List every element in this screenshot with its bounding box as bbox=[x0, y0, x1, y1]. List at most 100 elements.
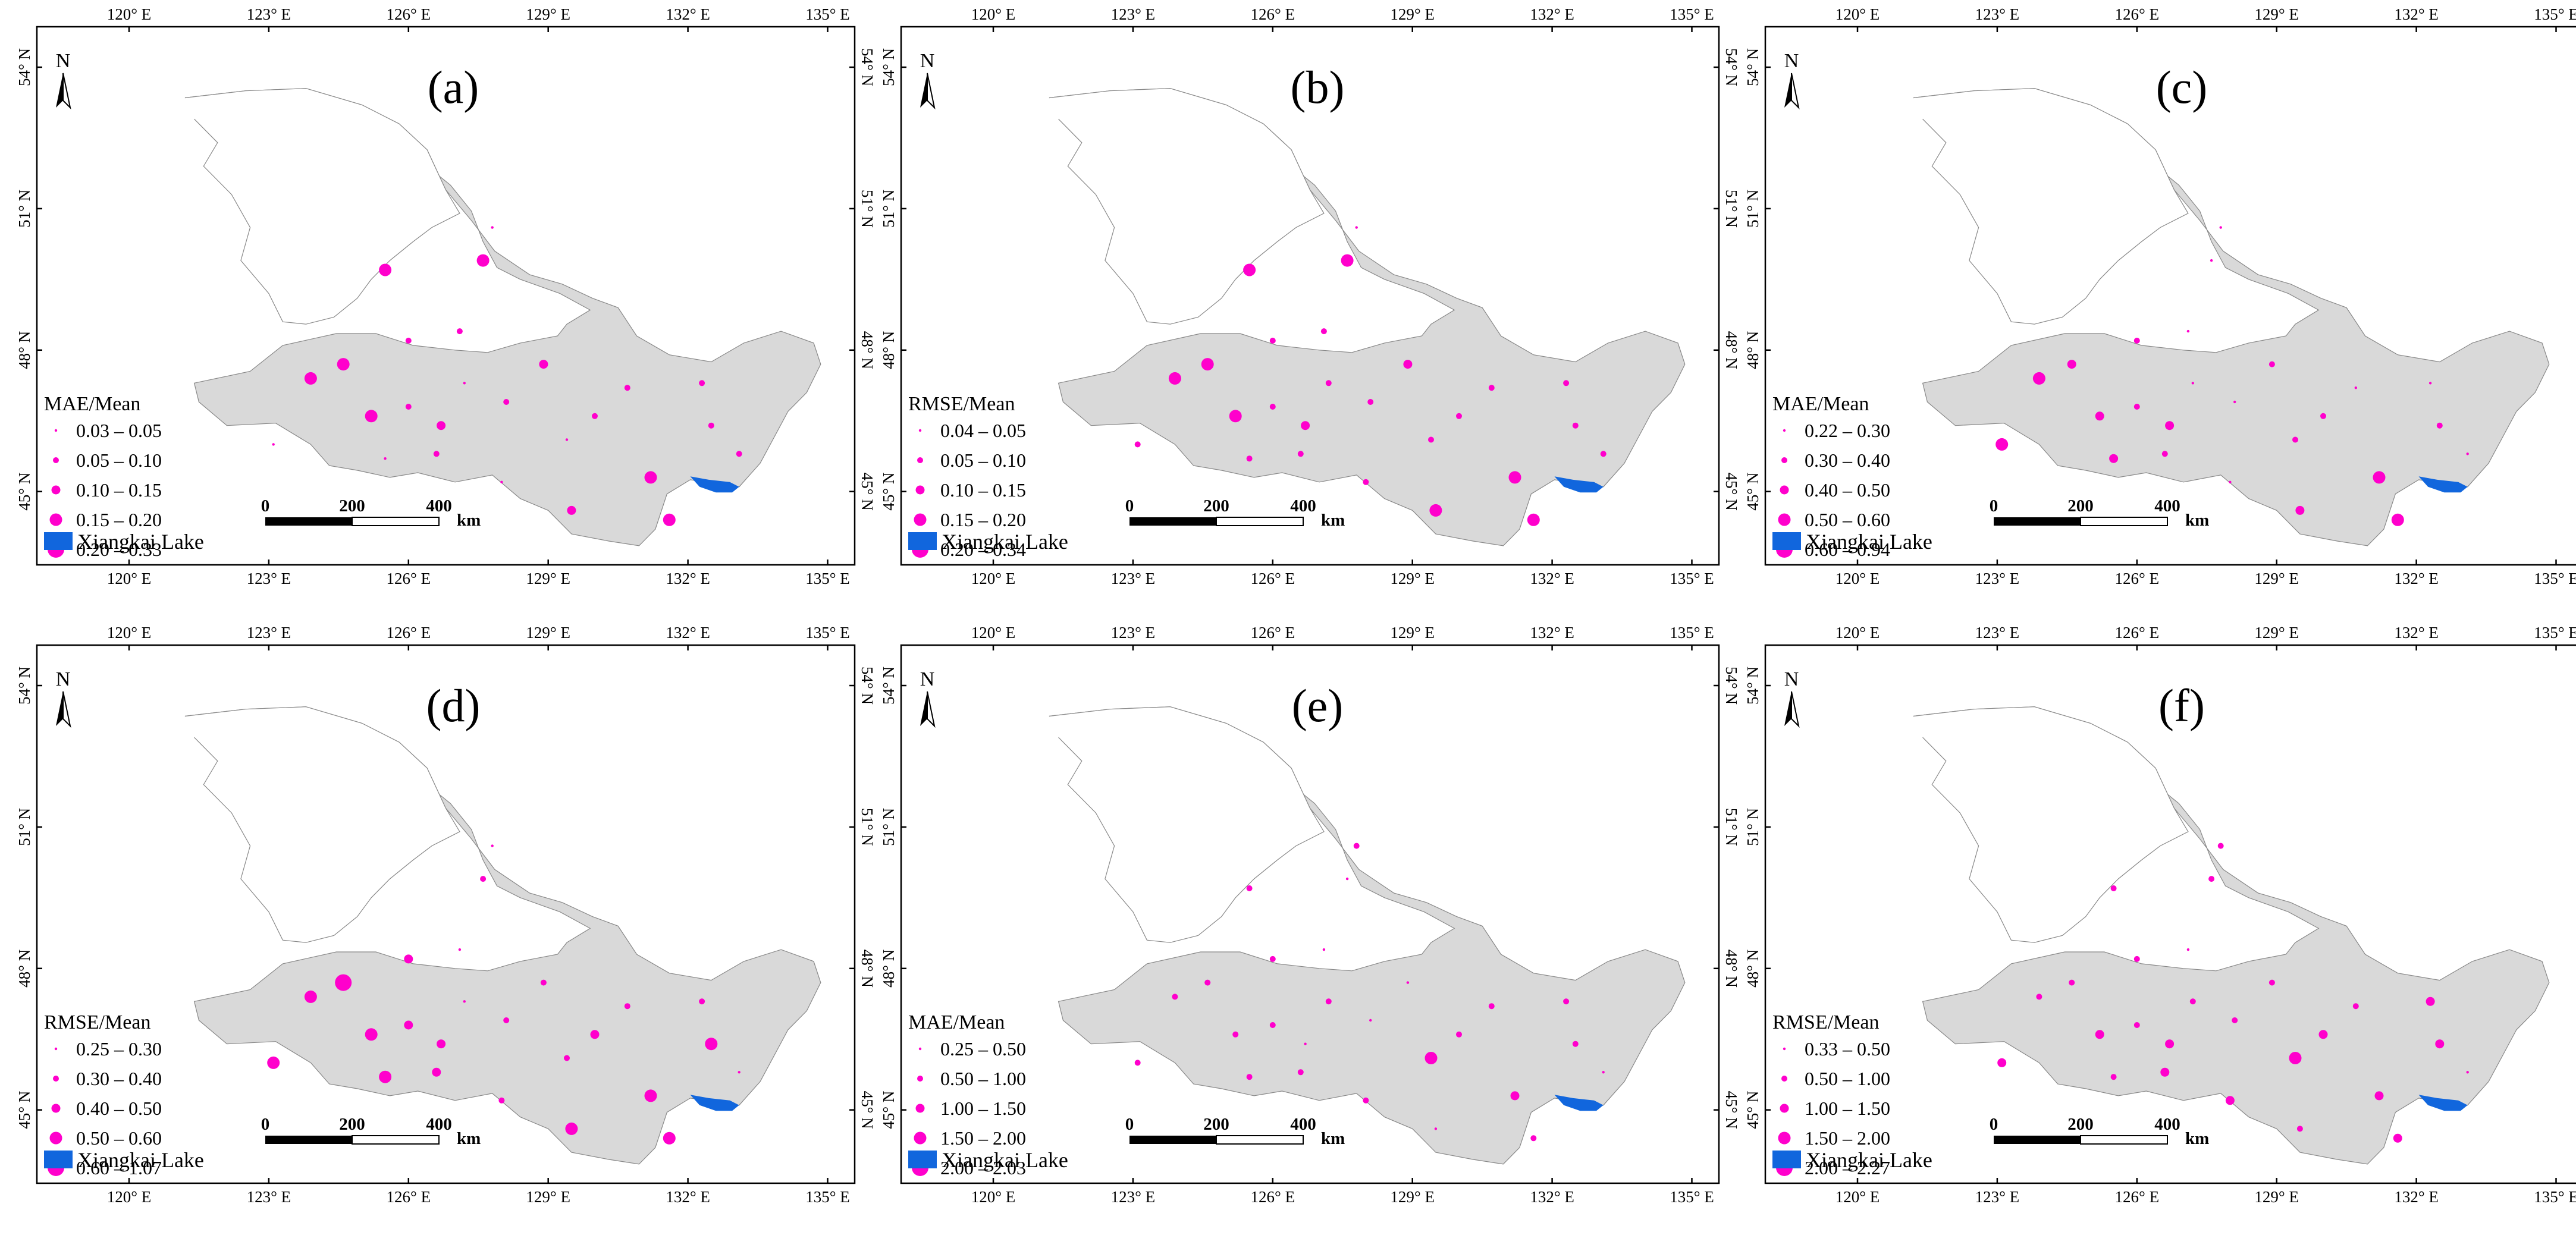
lon-tick-label-bottom: 135° E bbox=[1670, 1188, 1714, 1206]
scale-label: 200 bbox=[339, 1115, 365, 1134]
lon-tick-label-top: 129° E bbox=[526, 5, 570, 23]
station-marker bbox=[708, 422, 714, 429]
north-arrow-icon: N bbox=[920, 50, 936, 110]
lat-tick-label-left: 45° N bbox=[1744, 473, 1762, 511]
lon-tick-label-bottom: 123° E bbox=[1111, 570, 1156, 587]
station-marker bbox=[1456, 1031, 1462, 1038]
station-marker bbox=[1269, 1022, 1276, 1028]
north-unshaded-area bbox=[185, 88, 460, 325]
station-marker bbox=[405, 337, 412, 344]
station-marker bbox=[2186, 948, 2190, 951]
station-marker bbox=[565, 438, 569, 441]
legend-class-label: 0.25 – 0.30 bbox=[76, 1038, 162, 1060]
panel-frame bbox=[900, 644, 1720, 1184]
lat-tick-label-left: 48° N bbox=[15, 331, 33, 369]
lon-tick-label-top: 135° E bbox=[1670, 5, 1714, 23]
legend-class-label: 0.20 – 0.33 bbox=[76, 539, 162, 560]
scale-unit-label: km bbox=[1321, 511, 1345, 530]
lon-tick-label-bottom: 132° E bbox=[1530, 1188, 1574, 1206]
lake-legend-label: Xiangkai Lake bbox=[942, 530, 1068, 554]
north-arrow-left bbox=[1784, 691, 1791, 726]
north-outline bbox=[184, 706, 460, 943]
station-marker bbox=[705, 1038, 718, 1051]
north-unshaded-area bbox=[185, 706, 460, 943]
station-marker bbox=[2110, 1074, 2117, 1080]
lake-legend-swatch bbox=[908, 532, 937, 550]
lon-tick-label-top: 123° E bbox=[247, 5, 291, 23]
panel-label: (d) bbox=[426, 680, 481, 731]
lon-tick-label-top: 120° E bbox=[971, 5, 1016, 23]
scale-label: 400 bbox=[2154, 496, 2180, 516]
map-panel-b: (b) 120° E 120° E 123° E 123° E 126° E 126° E 1… bbox=[880, 5, 1740, 587]
scale-label: 200 bbox=[1203, 496, 1229, 516]
north-outline bbox=[1913, 88, 2189, 325]
station-marker bbox=[1403, 360, 1413, 369]
legend-symbol bbox=[51, 1104, 61, 1113]
scale-bar-black bbox=[1129, 1136, 1216, 1144]
xiangkai-lake bbox=[2418, 476, 2468, 493]
scale-bar-black bbox=[1129, 517, 1216, 526]
legend-symbol bbox=[1780, 485, 1789, 495]
station-marker bbox=[1325, 998, 1332, 1005]
legend-class-label: 0.03 – 0.05 bbox=[76, 420, 162, 441]
north-outline bbox=[1913, 706, 2189, 943]
legend-symbol bbox=[917, 1076, 923, 1082]
lake-legend-label: Xiangkai Lake bbox=[1806, 530, 1932, 554]
scale-label: 400 bbox=[426, 496, 452, 516]
lat-tick-label-left: 48° N bbox=[1744, 950, 1762, 988]
station-marker bbox=[503, 399, 510, 405]
station-marker bbox=[2036, 994, 2042, 1000]
lat-tick-label-right: 51° N bbox=[1722, 190, 1740, 228]
legend-class-label: 0.60 – 1.07 bbox=[76, 1157, 162, 1178]
station-marker bbox=[404, 954, 413, 964]
station-marker bbox=[456, 328, 463, 335]
lon-tick-label-top: 123° E bbox=[1111, 5, 1156, 23]
province-land bbox=[1049, 706, 1686, 1165]
station-marker bbox=[304, 372, 317, 385]
scale-unit-label: km bbox=[1321, 1129, 1345, 1148]
legend-class-label: 0.33 – 0.50 bbox=[1805, 1038, 1890, 1060]
legend-class-label: 1.50 – 2.00 bbox=[1805, 1127, 1890, 1149]
legend-class-label: 0.30 – 0.40 bbox=[76, 1068, 162, 1089]
lat-tick-label-left: 54° N bbox=[15, 48, 33, 86]
lat-tick-label-right: 48° N bbox=[858, 331, 876, 369]
north-arrow-right bbox=[927, 691, 936, 728]
station-marker bbox=[2133, 404, 2140, 410]
lon-tick-label-top: 132° E bbox=[1530, 5, 1574, 23]
scale-unit-label: km bbox=[2185, 1129, 2209, 1148]
lon-tick-label-top: 129° E bbox=[2254, 624, 2299, 642]
station-marker bbox=[2161, 451, 2168, 457]
lon-tick-label-top: 120° E bbox=[1835, 624, 1880, 642]
station-marker bbox=[699, 380, 705, 386]
north-arrow-right bbox=[1791, 73, 1800, 110]
north-arrow-right bbox=[62, 73, 71, 110]
lon-tick-label-top: 132° E bbox=[1530, 624, 1574, 642]
station-marker bbox=[1602, 1071, 1605, 1074]
scale-label: 0 bbox=[1125, 1115, 1134, 1134]
lon-tick-label-bottom: 132° E bbox=[2394, 570, 2439, 587]
xiangkai-lake bbox=[690, 476, 739, 493]
station-marker bbox=[1508, 471, 1521, 484]
station-marker bbox=[2292, 436, 2298, 443]
lon-tick-label-top: 135° E bbox=[2534, 624, 2576, 642]
north-arrow-label: N bbox=[1784, 668, 1799, 690]
station-marker bbox=[592, 413, 598, 419]
lake-legend-swatch bbox=[44, 532, 73, 550]
station-marker bbox=[699, 998, 705, 1005]
legend-class-label: 0.05 – 0.10 bbox=[76, 450, 162, 471]
station-marker bbox=[1297, 1069, 1304, 1076]
lon-tick-label-bottom: 129° E bbox=[1390, 570, 1435, 587]
station-marker bbox=[2208, 876, 2215, 882]
legend-title: MAE/Mean bbox=[44, 393, 140, 415]
xiangkai-lake bbox=[2418, 1095, 2468, 1111]
station-marker bbox=[433, 451, 440, 457]
scale-label: 200 bbox=[2067, 1115, 2094, 1134]
scale-label: 200 bbox=[1203, 1115, 1229, 1134]
station-marker bbox=[1997, 1058, 2007, 1067]
north-arrow-right bbox=[927, 73, 936, 110]
station-marker bbox=[1353, 843, 1360, 849]
legend-symbol bbox=[917, 457, 923, 463]
station-marker bbox=[2435, 1039, 2445, 1049]
lon-tick-label-bottom: 126° E bbox=[387, 1188, 431, 1206]
